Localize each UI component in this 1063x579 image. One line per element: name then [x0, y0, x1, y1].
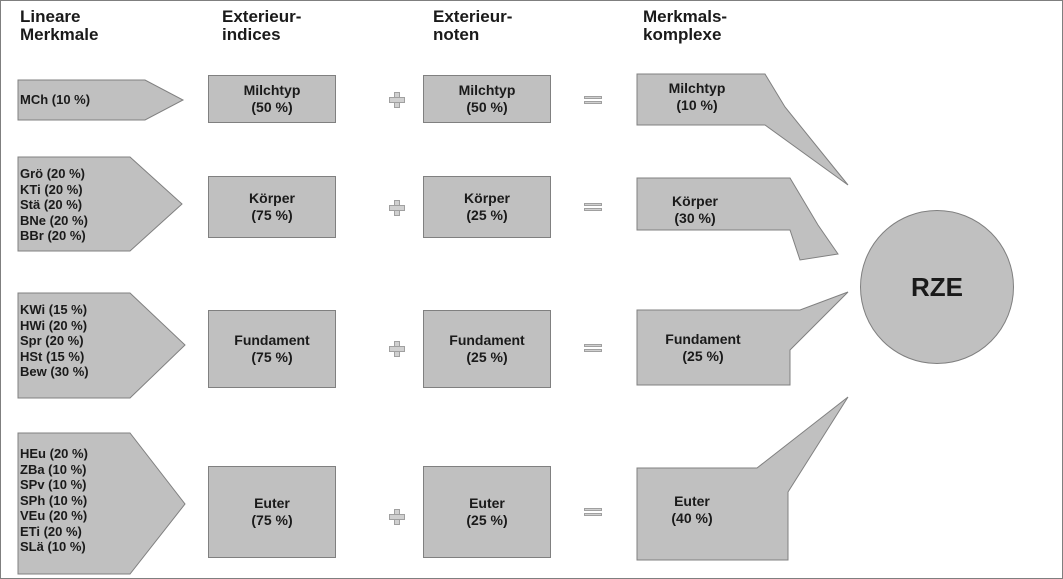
equals-icon: [584, 203, 602, 212]
complex-shape-euter: [636, 396, 849, 561]
rze-circle: RZE: [860, 210, 1014, 364]
plus-icon: [389, 341, 405, 357]
header-exterieur-noten: Exterieur- noten: [433, 7, 513, 44]
index-box-milchtyp: Milchtyp (50 %): [208, 75, 336, 123]
equals-icon: [584, 344, 602, 353]
header-lineare-merkmale: Lineare Merkmale: [20, 7, 99, 44]
features-milchtyp: MCh (10 %): [20, 92, 91, 107]
plus-icon: [389, 92, 405, 108]
plus-icon: [389, 509, 405, 525]
feature-arrow-milchtyp: [17, 79, 185, 121]
feature-arrow-euter: [17, 432, 186, 575]
index-box-fundament: Fundament (75 %): [208, 310, 336, 388]
equals-icon: [584, 508, 602, 517]
complex-label-milchtyp: Milchtyp (10 %): [668, 80, 726, 113]
plus-icon: [389, 200, 405, 216]
complex-shape-koerper: [636, 177, 839, 261]
feature-arrow-fundament: [17, 292, 186, 399]
note-box-euter: Euter (25 %): [423, 466, 551, 558]
complex-label-fundament: Fundament (25 %): [665, 331, 741, 364]
feature-arrow-koerper: [17, 156, 183, 252]
complex-label-koerper: Körper (30 %): [672, 193, 718, 226]
note-box-milchtyp: Milchtyp (50 %): [423, 75, 551, 123]
note-box-koerper: Körper (25 %): [423, 176, 551, 238]
header-exterieur-indices: Exterieur- indices: [222, 7, 302, 44]
features-fundament: KWi (15 %) HWi (20 %) Spr (20 %) HSt (15…: [20, 302, 89, 379]
complex-label-euter: Euter (40 %): [671, 493, 713, 526]
equals-icon: [584, 96, 602, 105]
index-box-euter: Euter (75 %): [208, 466, 336, 558]
complex-shape-milchtyp: [636, 73, 849, 186]
rze-label: RZE: [911, 271, 963, 302]
index-box-koerper: Körper (75 %): [208, 176, 336, 238]
features-euter: HEu (20 %) ZBa (10 %) SPv (10 %) SPh (10…: [20, 446, 88, 554]
features-koerper: Grö (20 %) KTi (20 %) Stä (20 %) BNe (20…: [20, 166, 88, 243]
note-box-fundament: Fundament (25 %): [423, 310, 551, 388]
header-merkmals-komplexe: Merkmals- komplexe: [643, 7, 728, 44]
complex-shape-fundament: [636, 291, 849, 386]
